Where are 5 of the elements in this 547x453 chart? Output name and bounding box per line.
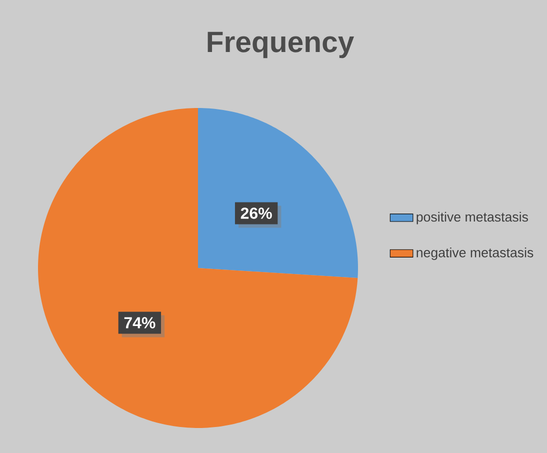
data-label: 74% bbox=[124, 317, 156, 328]
legend-label: negative metastasis bbox=[416, 248, 534, 260]
data-label: 26% bbox=[240, 208, 272, 219]
chart-title: Frequency bbox=[208, 32, 354, 58]
legend-label: positive metastasis bbox=[416, 212, 528, 224]
